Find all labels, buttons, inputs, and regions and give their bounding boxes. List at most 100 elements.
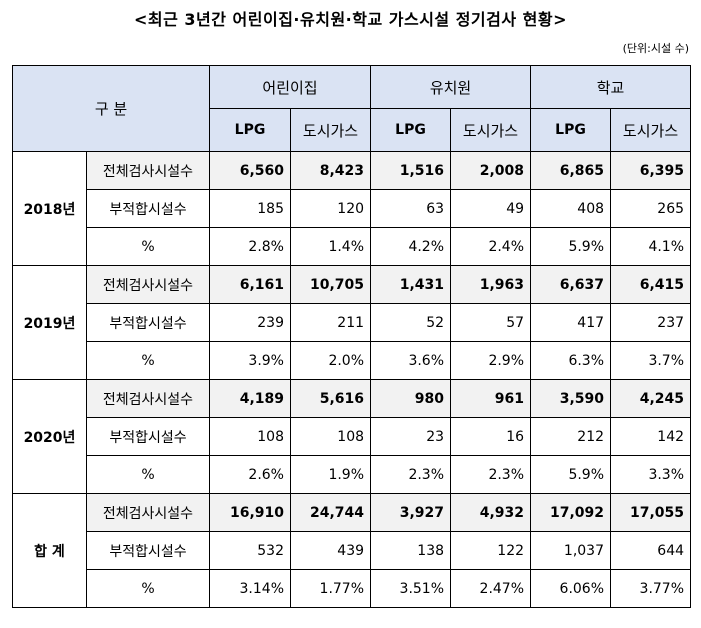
row-label: 부적합시설수 bbox=[86, 417, 210, 456]
cell-value: 138 bbox=[370, 531, 452, 570]
table-row: % 2.6% 1.9% 2.3% 2.3% 5.9% 3.3% bbox=[13, 455, 692, 494]
cell-value: 2.6% bbox=[209, 455, 291, 494]
cell-value: 211 bbox=[289, 303, 372, 342]
cell-value: 10,705 bbox=[289, 265, 372, 304]
cell-value: 1.77% bbox=[289, 569, 372, 608]
cell-value: 2.47% bbox=[450, 569, 532, 608]
cell-value: 439 bbox=[289, 531, 372, 570]
cell-value: 57 bbox=[450, 303, 532, 342]
cell-value: 532 bbox=[209, 531, 291, 570]
cell-value: 3.9% bbox=[209, 341, 291, 380]
row-label: 전체검사시설수 bbox=[86, 379, 210, 418]
unit-note: (단위:시설 수) bbox=[622, 42, 689, 55]
header-sub: 도시가스 bbox=[610, 108, 692, 152]
row-label: % bbox=[86, 455, 210, 494]
cell-value: 24,744 bbox=[289, 493, 372, 532]
cell-value: 5.9% bbox=[530, 227, 612, 266]
cell-value: 2.0% bbox=[289, 341, 372, 380]
cell-value: 6,637 bbox=[530, 265, 612, 304]
table-row: 2020년 전체검사시설수 4,189 5,616 980 961 3,590 4,245 bbox=[12, 379, 692, 494]
cell-value: 6.3% bbox=[530, 341, 612, 380]
cell-value: 3,590 bbox=[530, 379, 612, 418]
cell-value: 4.2% bbox=[370, 227, 452, 266]
header-sub: LPG bbox=[370, 108, 452, 152]
cell-value: 237 bbox=[610, 303, 692, 342]
cell-value: 1.4% bbox=[289, 227, 372, 266]
table-row: 합 계 전체검사시설수 16,910 24,744 3,927 4,932 17,092 17… bbox=[12, 493, 692, 608]
row-label: 부적합시설수 bbox=[86, 531, 210, 570]
cell-value: 3.77% bbox=[610, 569, 692, 608]
header-sub: 도시가스 bbox=[450, 108, 532, 152]
cell-value: 120 bbox=[289, 189, 372, 228]
header-sub: 도시가스 bbox=[289, 108, 372, 152]
cell-value: 1,963 bbox=[450, 265, 532, 304]
cell-value: 2.9% bbox=[450, 341, 532, 380]
cell-value: 2,008 bbox=[450, 151, 532, 190]
year-label: 2018년 bbox=[12, 151, 87, 266]
table-row: % 3.14% 1.77% 3.51% 2.47% 6.06% 3.77% bbox=[13, 569, 692, 608]
header-sub: LPG bbox=[530, 108, 612, 152]
cell-value: 408 bbox=[530, 189, 612, 228]
table-title: <최근 3년간 어린이집·유치원·학교 가스시설 정기검사 현황> bbox=[133, 10, 567, 29]
table-row: 부적합시설수 108 108 23 16 212 142 bbox=[13, 417, 692, 456]
cell-value: 122 bbox=[450, 531, 532, 570]
cell-value: 3.3% bbox=[610, 455, 692, 494]
cell-value: 3.14% bbox=[209, 569, 291, 608]
cell-value: 1,037 bbox=[530, 531, 612, 570]
table-row: 부적합시설수 239 211 52 57 417 237 bbox=[13, 303, 692, 342]
year-label: 2020년 bbox=[12, 379, 87, 494]
cell-value: 17,092 bbox=[530, 493, 612, 532]
row-label: 전체검사시설수 bbox=[86, 493, 210, 532]
cell-value: 212 bbox=[530, 417, 612, 456]
cell-value: 63 bbox=[370, 189, 452, 228]
cell-value: 52 bbox=[370, 303, 452, 342]
table-row: % 3.9% 2.0% 3.6% 2.9% 6.3% 3.7% bbox=[13, 341, 692, 380]
cell-value: 4,932 bbox=[450, 493, 532, 532]
row-label: % bbox=[86, 227, 210, 266]
cell-value: 5,616 bbox=[289, 379, 372, 418]
cell-value: 5.9% bbox=[530, 455, 612, 494]
cell-value: 265 bbox=[610, 189, 692, 228]
cell-value: 8,423 bbox=[289, 151, 372, 190]
row-label: % bbox=[86, 569, 210, 608]
cell-value: 16 bbox=[450, 417, 532, 456]
cell-value: 2.3% bbox=[370, 455, 452, 494]
cell-value: 142 bbox=[610, 417, 692, 456]
table-row: % 2.8% 1.4% 4.2% 2.4% 5.9% 4.1% bbox=[13, 227, 692, 266]
row-label: 전체검사시설수 bbox=[86, 151, 210, 190]
cell-value: 6,865 bbox=[530, 151, 612, 190]
cell-value: 6,560 bbox=[209, 151, 291, 190]
cell-value: 16,910 bbox=[209, 493, 291, 532]
table-row: 부적합시설수 532 439 138 122 1,037 644 bbox=[13, 531, 692, 570]
cell-value: 17,055 bbox=[610, 493, 692, 532]
cell-value: 3.51% bbox=[370, 569, 452, 608]
cell-value: 980 bbox=[370, 379, 452, 418]
cell-value: 4.1% bbox=[610, 227, 692, 266]
table-row: 부적합시설수 185 120 63 49 408 265 bbox=[13, 189, 692, 228]
row-label: % bbox=[86, 341, 210, 380]
cell-value: 3,927 bbox=[370, 493, 452, 532]
cell-value: 644 bbox=[610, 531, 692, 570]
cell-value: 6,161 bbox=[209, 265, 291, 304]
cell-value: 49 bbox=[450, 189, 532, 228]
cell-value: 961 bbox=[450, 379, 532, 418]
header-group: 학교 bbox=[530, 65, 692, 109]
header-group: 어린이집 bbox=[208, 65, 372, 109]
cell-value: 2.8% bbox=[209, 227, 291, 266]
cell-value: 3.7% bbox=[610, 341, 692, 380]
cell-value: 4,189 bbox=[209, 379, 291, 418]
row-label: 전체검사시설수 bbox=[86, 265, 210, 304]
row-label: 부적합시설수 bbox=[86, 303, 210, 342]
cell-value: 1.9% bbox=[289, 455, 372, 494]
header-sub: LPG bbox=[209, 108, 291, 152]
cell-value: 23 bbox=[370, 417, 452, 456]
inspection-table: 구 분 어린이집 유치원 학교 LPG 도시가스 LPG 도시가스 LPG 도시가스 20… bbox=[12, 65, 692, 608]
cell-value: 6.06% bbox=[530, 569, 612, 608]
table-row: 2019년 전체검사시설수 6,161 10,705 1,431 1,963 6,637 6,… bbox=[12, 265, 692, 380]
cell-value: 185 bbox=[209, 189, 291, 228]
year-label: 2019년 bbox=[12, 265, 87, 380]
year-label: 합 계 bbox=[12, 493, 87, 608]
cell-value: 417 bbox=[530, 303, 612, 342]
cell-value: 108 bbox=[289, 417, 372, 456]
header-group: 유치원 bbox=[370, 65, 532, 109]
